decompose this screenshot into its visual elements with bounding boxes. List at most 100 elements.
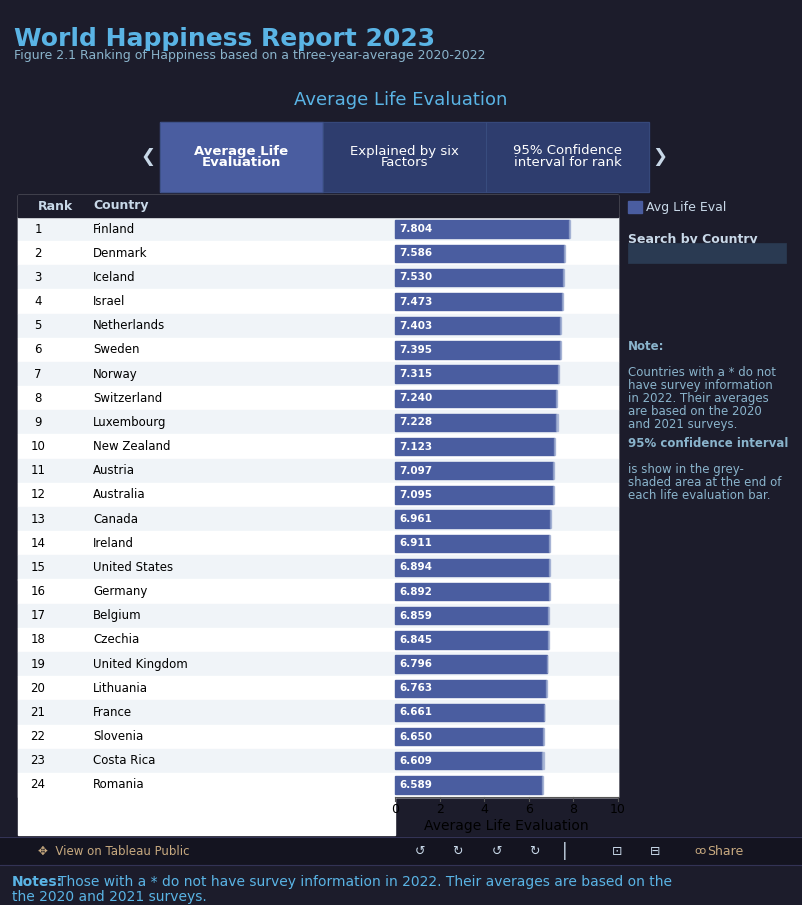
Bar — [556, 414, 557, 431]
Bar — [18, 217, 618, 241]
Text: 1: 1 — [34, 223, 42, 235]
Text: Countries with a * do not: Countries with a * do not — [628, 366, 776, 379]
Text: 6.911: 6.911 — [399, 538, 431, 548]
Text: 24: 24 — [30, 778, 46, 791]
Text: ✥  View on Tableau Public: ✥ View on Tableau Public — [38, 844, 189, 858]
Text: are based on the 2020: are based on the 2020 — [628, 405, 762, 418]
Text: 18: 18 — [30, 634, 46, 646]
Text: ❮: ❮ — [140, 148, 156, 166]
Bar — [395, 558, 549, 576]
Text: 7.315: 7.315 — [399, 369, 432, 379]
Bar — [18, 507, 618, 531]
Bar — [554, 438, 555, 455]
Text: Austria: Austria — [93, 464, 135, 477]
Text: 9: 9 — [34, 416, 42, 429]
Text: 3: 3 — [34, 271, 42, 284]
Text: Iceland: Iceland — [93, 271, 136, 284]
Text: Those with a * do not have survey information in 2022. Their averages are based : Those with a * do not have survey inform… — [58, 875, 672, 889]
Text: Israel: Israel — [93, 295, 125, 308]
Text: 95% confidence interval: 95% confidence interval — [628, 437, 788, 450]
Text: ⊟: ⊟ — [650, 844, 660, 858]
Text: ❯: ❯ — [653, 148, 667, 166]
Text: Explained by six: Explained by six — [350, 145, 459, 157]
Bar — [563, 269, 564, 286]
Text: Note:: Note: — [628, 340, 665, 353]
Text: and 2021 surveys.: and 2021 surveys. — [628, 418, 737, 431]
Text: 6.892: 6.892 — [399, 586, 431, 596]
Bar — [395, 317, 560, 335]
Bar — [18, 531, 618, 556]
Text: 7.804: 7.804 — [399, 224, 432, 234]
Bar — [395, 438, 554, 455]
Text: ↺: ↺ — [492, 844, 502, 858]
Text: 7.586: 7.586 — [399, 248, 432, 258]
Text: 6.589: 6.589 — [399, 780, 431, 790]
Bar — [18, 434, 618, 459]
Bar — [486, 122, 649, 192]
Text: 7.095: 7.095 — [399, 490, 432, 500]
Bar — [544, 704, 545, 721]
Bar — [18, 195, 618, 217]
Bar — [395, 414, 556, 431]
Text: 14: 14 — [30, 537, 46, 549]
Text: Czechia: Czechia — [93, 634, 140, 646]
Bar — [561, 293, 563, 310]
Bar — [395, 341, 560, 358]
Bar — [549, 535, 550, 552]
Text: 19: 19 — [30, 658, 46, 671]
Bar — [18, 652, 618, 676]
Text: Australia: Australia — [93, 489, 146, 501]
Text: Country: Country — [93, 199, 148, 213]
Bar — [546, 655, 548, 672]
Bar — [18, 676, 618, 700]
Text: Slovenia: Slovenia — [93, 730, 144, 743]
Text: 6.961: 6.961 — [399, 514, 431, 524]
Text: World Happiness Report 2023: World Happiness Report 2023 — [14, 27, 435, 51]
Text: 7.530: 7.530 — [399, 272, 432, 282]
Text: 20: 20 — [30, 681, 46, 695]
Bar — [550, 510, 551, 528]
Bar — [395, 776, 542, 794]
Bar — [18, 604, 618, 628]
Bar — [395, 486, 553, 503]
Text: Luxembourg: Luxembourg — [93, 416, 167, 429]
Text: 0: 0 — [391, 803, 399, 816]
Text: Sweden: Sweden — [93, 343, 140, 357]
Text: 95% Confidence: 95% Confidence — [513, 145, 622, 157]
Bar — [395, 631, 548, 649]
Text: Netherlands: Netherlands — [93, 319, 165, 332]
Text: 7.473: 7.473 — [399, 297, 432, 307]
Bar — [18, 338, 618, 362]
Text: 6.661: 6.661 — [399, 708, 432, 718]
Text: Denmark: Denmark — [93, 247, 148, 260]
Text: Romania: Romania — [93, 778, 144, 791]
Text: 8: 8 — [34, 392, 42, 405]
Bar — [560, 341, 561, 358]
Text: Factors: Factors — [381, 157, 428, 169]
Bar — [395, 366, 558, 383]
Text: 6.859: 6.859 — [399, 611, 431, 621]
Text: 4: 4 — [480, 803, 488, 816]
Bar — [18, 459, 618, 483]
Text: 6.763: 6.763 — [399, 683, 432, 693]
Text: 6: 6 — [34, 343, 42, 357]
Bar — [18, 410, 618, 434]
Text: 6.650: 6.650 — [399, 731, 432, 741]
Bar — [18, 386, 618, 410]
Text: United States: United States — [93, 561, 173, 574]
Text: 15: 15 — [30, 561, 46, 574]
Bar — [628, 243, 786, 263]
Bar — [18, 628, 618, 652]
Text: ↻: ↻ — [529, 844, 539, 858]
Bar — [395, 389, 557, 407]
Bar — [395, 293, 561, 310]
Bar — [0, 837, 802, 865]
Bar — [18, 314, 618, 338]
Text: 6.796: 6.796 — [399, 659, 432, 669]
Bar — [0, 865, 802, 905]
Bar — [18, 290, 618, 314]
Text: 11: 11 — [30, 464, 46, 477]
Text: interval for rank: interval for rank — [513, 157, 622, 169]
Bar — [548, 631, 549, 649]
Text: ↺: ↺ — [415, 844, 425, 858]
